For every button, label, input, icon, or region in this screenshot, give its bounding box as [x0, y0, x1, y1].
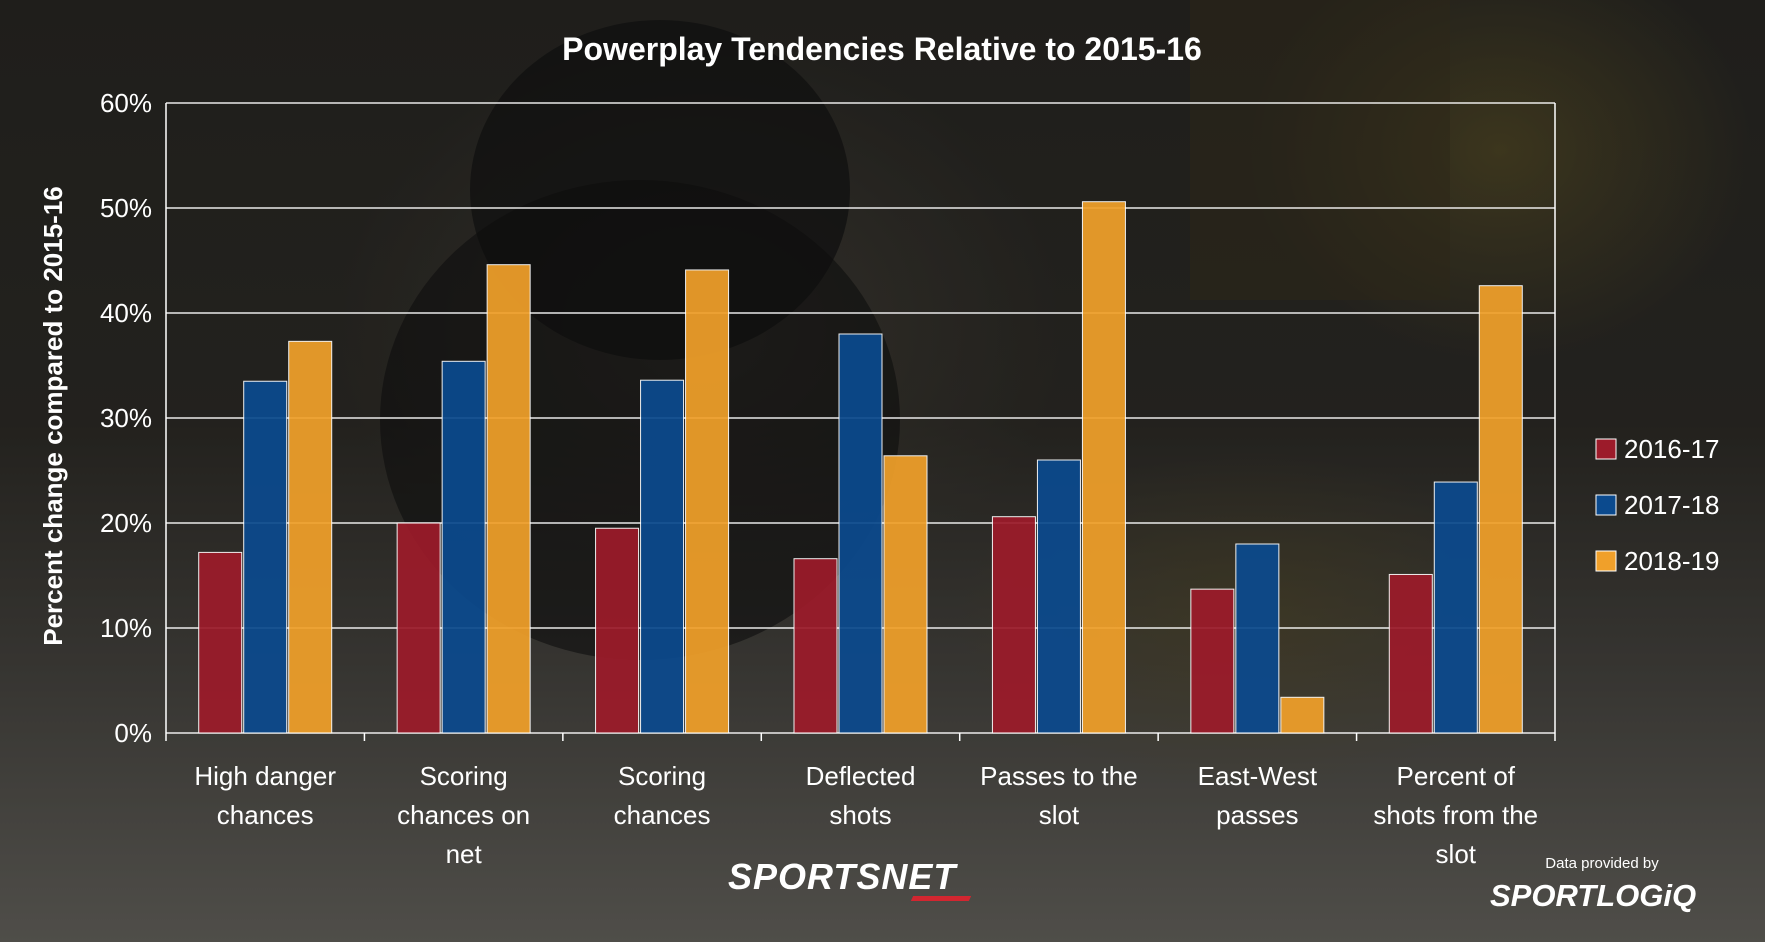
bar-2018-19-1: [486, 264, 531, 734]
bar-2016-17-1: [396, 522, 441, 734]
x-category-label: slot: [1436, 839, 1477, 869]
bar-2018-19-5: [1280, 696, 1325, 734]
data-provider-note: Data provided by: [1545, 855, 1659, 872]
legend-label-2018-19: 2018-19: [1624, 546, 1719, 576]
y-tick-label: 10%: [100, 613, 152, 643]
bar-2017-18-6: [1433, 481, 1478, 734]
bar-2017-18-5: [1235, 543, 1280, 734]
sportsnet-logo-swoosh: [910, 896, 972, 901]
legend-label-2017-18: 2017-18: [1624, 490, 1719, 520]
bar-2018-19-3: [883, 455, 928, 734]
bar-2018-19-6: [1478, 285, 1523, 734]
teammate-silhouette: [1190, 0, 1450, 300]
bar-2016-17-0: [198, 551, 243, 734]
bar-2016-17-2: [595, 527, 640, 734]
bar-2017-18-0: [243, 380, 288, 734]
x-category-label: Scoring: [618, 761, 706, 791]
y-tick-label: 0%: [114, 718, 152, 748]
x-category-label: Percent of: [1397, 761, 1516, 791]
legend-swatch-2018-19: [1595, 550, 1617, 572]
bar-2016-17-5: [1190, 588, 1235, 734]
x-category-label: chances on: [397, 800, 530, 830]
x-category-label: net: [446, 839, 483, 869]
legend-swatch-2017-18: [1595, 494, 1617, 516]
x-category-label: shots: [829, 800, 891, 830]
x-category-label: slot: [1039, 800, 1080, 830]
y-tick-label: 40%: [100, 298, 152, 328]
legend-swatch-2016-17: [1595, 438, 1617, 460]
bar-2016-17-4: [991, 516, 1036, 734]
x-category-label: East-West: [1198, 761, 1318, 791]
x-category-label: passes: [1216, 800, 1298, 830]
x-category-label: Passes to the: [980, 761, 1138, 791]
y-tick-label: 20%: [100, 508, 152, 538]
x-category-label: Deflected: [806, 761, 916, 791]
bar-2017-18-3: [838, 333, 883, 734]
bar-2018-19-2: [685, 269, 730, 734]
bar-2018-19-0: [288, 340, 333, 734]
y-tick-label: 60%: [100, 88, 152, 118]
bar-2017-18-2: [640, 379, 685, 734]
sportlogiq-logo: SPORTLOGiQ: [1490, 878, 1697, 913]
legend: 2016-17 2017-18 2018-19: [1595, 434, 1719, 576]
chart-title: Powerplay Tendencies Relative to 2015-16: [562, 31, 1202, 67]
bar-2017-18-1: [441, 360, 486, 734]
y-axis-label: Percent change compared to 2015-16: [38, 186, 68, 646]
y-tick-label: 30%: [100, 403, 152, 433]
sportsnet-logo: SPORTSNET: [728, 856, 957, 897]
legend-label-2016-17: 2016-17: [1624, 434, 1719, 464]
bar-2016-17-3: [793, 558, 838, 734]
axes: [165, 103, 1556, 741]
x-category-label: Scoring: [420, 761, 508, 791]
bar-2018-19-4: [1081, 201, 1126, 734]
x-category-label: chances: [614, 800, 711, 830]
bar-2016-17-6: [1388, 573, 1433, 734]
y-tick-labels: 0% 10% 20% 30% 40% 50% 60%: [100, 88, 152, 748]
bars: [198, 201, 1523, 734]
x-category-label: shots from the: [1373, 800, 1538, 830]
x-category-label: High danger: [194, 761, 336, 791]
x-category-label: chances: [217, 800, 314, 830]
bar-2017-18-4: [1036, 459, 1081, 734]
x-category-labels: High danger chances Scoring chances on net Sc…: [194, 761, 1538, 869]
y-tick-label: 50%: [100, 193, 152, 223]
